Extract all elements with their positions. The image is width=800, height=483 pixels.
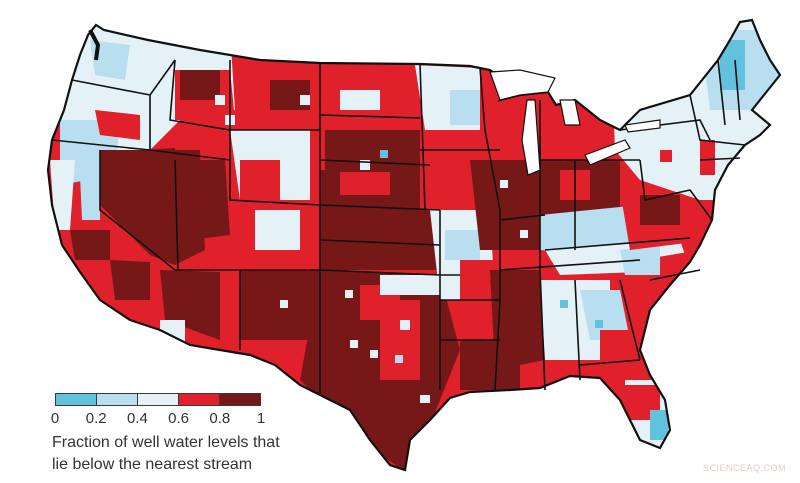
legend: 0 0.2 0.4 0.6 0.8 1 Fraction of well wat… bbox=[51, 393, 312, 476]
legend-title-line-2: lie below the nearest stream bbox=[52, 456, 253, 473]
great-lakes bbox=[489, 69, 661, 176]
state-borders bbox=[46, 18, 782, 472]
watermark: SCIENCEAQ.COM bbox=[702, 463, 786, 473]
legend-tick: 0.4 bbox=[126, 410, 148, 427]
legend-title-line-1: Fraction of well water levels that bbox=[52, 434, 280, 451]
legend-tick: 1 bbox=[256, 410, 266, 427]
legend-tick: 0.2 bbox=[85, 410, 107, 427]
legend-color-bar bbox=[55, 393, 261, 406]
legend-ticks: 0 0.2 0.4 0.6 0.8 1 bbox=[51, 410, 265, 428]
legend-bin-0-0.2 bbox=[56, 394, 97, 405]
legend-bin-0.4-0.6 bbox=[138, 394, 179, 405]
legend-title: Fraction of well water levels that lie b… bbox=[52, 432, 312, 476]
legend-tick: 0.6 bbox=[168, 410, 190, 427]
legend-tick: 0.8 bbox=[209, 410, 231, 427]
legend-bin-0.8-1 bbox=[220, 394, 260, 405]
legend-tick: 0 bbox=[50, 410, 60, 427]
legend-bin-0.6-0.8 bbox=[179, 394, 220, 405]
legend-bin-0.2-0.4 bbox=[97, 394, 138, 405]
